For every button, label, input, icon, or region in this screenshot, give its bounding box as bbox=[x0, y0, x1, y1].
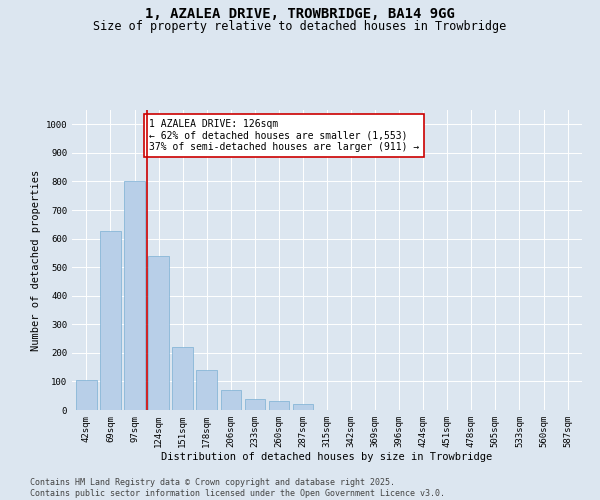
Bar bbox=[269, 402, 289, 410]
Y-axis label: Number of detached properties: Number of detached properties bbox=[31, 170, 41, 350]
Bar bbox=[221, 390, 241, 410]
Bar bbox=[100, 232, 121, 410]
Bar bbox=[76, 380, 97, 410]
Text: Size of property relative to detached houses in Trowbridge: Size of property relative to detached ho… bbox=[94, 20, 506, 33]
Text: Contains HM Land Registry data © Crown copyright and database right 2025.
Contai: Contains HM Land Registry data © Crown c… bbox=[30, 478, 445, 498]
Text: Distribution of detached houses by size in Trowbridge: Distribution of detached houses by size … bbox=[161, 452, 493, 462]
Bar bbox=[148, 256, 169, 410]
Bar bbox=[124, 182, 145, 410]
Text: 1 AZALEA DRIVE: 126sqm
← 62% of detached houses are smaller (1,553)
37% of semi-: 1 AZALEA DRIVE: 126sqm ← 62% of detached… bbox=[149, 118, 419, 152]
Bar bbox=[172, 347, 193, 410]
Bar bbox=[196, 370, 217, 410]
Text: 1, AZALEA DRIVE, TROWBRIDGE, BA14 9GG: 1, AZALEA DRIVE, TROWBRIDGE, BA14 9GG bbox=[145, 8, 455, 22]
Bar bbox=[245, 398, 265, 410]
Bar bbox=[293, 404, 313, 410]
